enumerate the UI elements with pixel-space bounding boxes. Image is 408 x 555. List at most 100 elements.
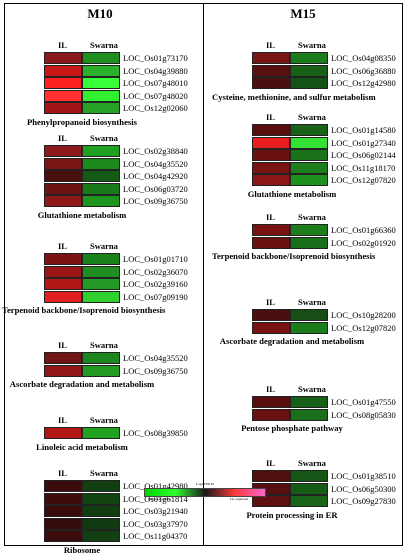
header-il: IL <box>266 40 275 50</box>
heatmap-cell-swarna <box>82 480 120 492</box>
heatmap-cell-il <box>44 195 82 207</box>
pathway-title: Protein processing in ER <box>246 509 338 520</box>
heatmap-cell-swarna <box>82 52 120 64</box>
gene-label: LOC_Os09g36750 <box>123 365 188 376</box>
header-swarna: Swarna <box>90 415 118 425</box>
heatmap-cell-swarna <box>82 265 120 278</box>
header-il: IL <box>58 241 67 251</box>
column-divider <box>203 3 204 546</box>
heatmap-cell-il <box>252 52 290 64</box>
heatmap-cell-swarna <box>290 224 328 236</box>
gene-label: LOC_Os01g01710 <box>123 254 188 264</box>
heatmap-cell-il <box>44 170 82 182</box>
heatmap-cell-swarna <box>82 253 120 265</box>
heatmap-cell-il <box>252 77 290 89</box>
gene-label: LOC_Os02g39160 <box>123 279 188 289</box>
heatmap-cell-il <box>44 505 82 517</box>
heatmap-cell-swarna <box>290 470 328 482</box>
header-swarna: Swarna <box>298 384 326 394</box>
heatmap-cell-swarna <box>82 89 120 102</box>
gene-label: LOC_Os11g18170 <box>331 162 396 173</box>
gene-label: LOC_Os01g66360 <box>331 225 396 235</box>
heatmap-cell-il <box>252 396 290 408</box>
heatmap-cell-swarna <box>82 102 120 114</box>
gene-label: LOC_Os12g02060 <box>123 103 188 113</box>
heatmap-cell-swarna <box>82 352 120 364</box>
header-il: IL <box>266 384 275 394</box>
gene-label: LOC_Os08g05830 <box>331 409 396 420</box>
pathway-title: Ascorbate degradation and metabolism <box>219 336 365 346</box>
gene-label: LOC_Os07g48020 <box>123 90 188 101</box>
heatmap-cell-swarna <box>290 77 328 89</box>
heatmap-cell-swarna <box>290 495 328 507</box>
heatmap-cell-swarna <box>290 136 328 149</box>
gene-label: LOC_Os01g14580 <box>331 125 396 135</box>
header-il: IL <box>58 468 67 478</box>
heatmap-cell-il <box>252 470 290 482</box>
gene-label: LOC_Os09g27830 <box>331 496 396 506</box>
pathway-title: Phenylpropanoid biosynthesis <box>27 116 137 127</box>
gene-label: LOC_Os03g21940 <box>123 506 188 516</box>
heatmap-cell-swarna <box>82 530 120 542</box>
header-il: IL <box>58 40 67 50</box>
heatmap-cell-il <box>44 145 82 157</box>
heatmap-cell-il <box>44 427 82 439</box>
gene-label: LOC_Os06g03720 <box>123 183 188 194</box>
heatmap-cell-il <box>44 157 82 170</box>
gene-label: LOC_Os04g35520 <box>123 158 188 169</box>
pathway-title: Terpenoid backbone/Isoprenoid biosynthes… <box>2 305 166 315</box>
heatmap-cell-il <box>252 124 290 136</box>
heatmap-cell-swarna <box>82 505 120 517</box>
gene-label: LOC_Os12g07820 <box>331 175 396 185</box>
pathway-title: Glutathione metabolism <box>247 188 337 199</box>
legend-title: Log2 FPKM <box>196 482 214 486</box>
heatmap-cell-swarna <box>82 517 120 530</box>
header-il: IL <box>58 340 67 350</box>
heatmap-cell-swarna <box>82 278 120 290</box>
header-swarna: Swarna <box>90 133 118 143</box>
heatmap-cell-swarna <box>82 182 120 195</box>
heatmap-cell-il <box>252 495 290 507</box>
heatmap-cell-il <box>44 64 82 77</box>
heatmap-cell-il <box>252 161 290 174</box>
heatmap-cell-swarna <box>82 64 120 77</box>
header-swarna: Swarna <box>298 40 326 50</box>
pathway-title: Cysteine, methionine, and sulfur metabol… <box>212 91 376 102</box>
heatmap-cell-swarna <box>290 174 328 186</box>
header-swarna: Swarna <box>90 241 118 251</box>
heatmap-cell-il <box>44 77 82 89</box>
heatmap-cell-swarna <box>82 290 120 303</box>
gene-label: LOC_Os12g07820 <box>331 322 396 333</box>
heatmap-cell-swarna <box>82 157 120 170</box>
heatmap-cell-il <box>44 265 82 278</box>
heatmap-cell-swarna <box>290 482 328 495</box>
heatmap-cell-swarna <box>290 161 328 174</box>
heatmap-cell-il <box>252 174 290 186</box>
gene-label: LOC_Os02g36070 <box>123 266 188 277</box>
header-il: IL <box>266 112 275 122</box>
gene-label: LOC_Os12g42980 <box>331 78 396 88</box>
gene-label: LOC_Os04g39880 <box>123 65 188 76</box>
heatmap-cell-il <box>44 352 82 364</box>
heatmap-cell-il <box>44 52 82 64</box>
gene-label: LOC_Os01g73170 <box>123 53 188 63</box>
heatmap-cell-swarna <box>82 492 120 505</box>
heatmap-cell-swarna <box>290 309 328 321</box>
gene-label: LOC_Os06g02144 <box>331 150 396 160</box>
header-swarna: Swarna <box>298 458 326 468</box>
column-title-m10: M10 <box>87 6 113 21</box>
gene-label: LOC_Os04g42920 <box>123 171 188 181</box>
gene-label: LOC_Os01g47550 <box>331 397 396 407</box>
gene-label: LOC_Os10g28200 <box>331 310 396 320</box>
gene-label: LOC_Os01g27340 <box>331 137 396 148</box>
gene-label: LOC_Os09g36750 <box>123 196 188 206</box>
gene-label: LOC_Os11g04370 <box>123 531 188 541</box>
heatmap-cell-il <box>44 290 82 303</box>
heatmap-cell-swarna <box>290 321 328 334</box>
gene-label: LOC_Os01g61814 <box>123 493 188 504</box>
heatmap-cell-il <box>252 224 290 236</box>
heatmap-cell-il <box>44 517 82 530</box>
header-il: IL <box>58 133 67 143</box>
heatmap-cell-swarna <box>290 236 328 249</box>
pathway-title: Terpenoid backbone/Isoprenoid biosynthes… <box>212 251 376 261</box>
